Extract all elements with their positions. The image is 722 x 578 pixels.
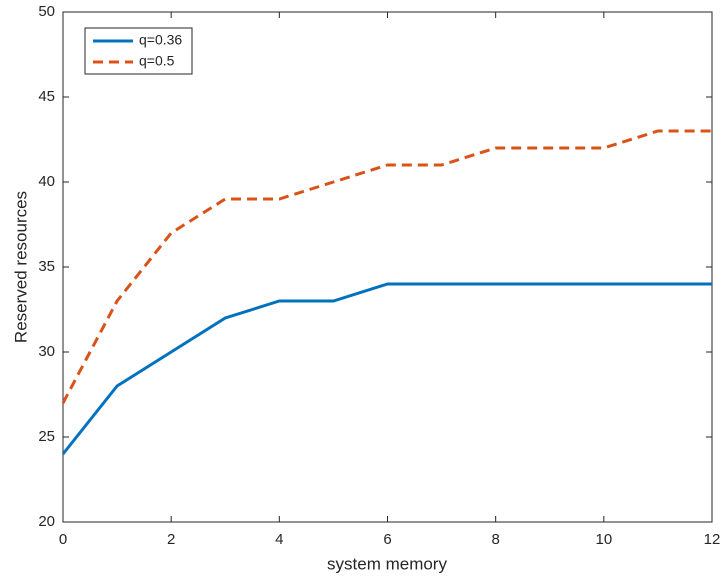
x-tick-label: 8 (491, 531, 499, 548)
y-tick-label: 45 (38, 88, 55, 105)
x-tick-label: 0 (59, 531, 67, 548)
x-tick-label: 6 (383, 531, 391, 548)
x-tick-label: 2 (167, 531, 175, 548)
y-tick-label: 35 (38, 258, 55, 275)
y-tick-label: 50 (38, 3, 55, 20)
x-tick-label: 4 (275, 531, 283, 548)
plot-area (62, 11, 713, 523)
legend-label: q=0.36 (139, 32, 182, 48)
legend-box (84, 27, 193, 75)
y-axis-label: Reserved resources (11, 191, 30, 343)
x-tick-label: 10 (595, 531, 612, 548)
y-tick-label: 30 (38, 343, 55, 360)
legend-label: q=0.5 (139, 53, 175, 69)
y-tick-label: 40 (38, 173, 55, 190)
series-line (61, 282, 712, 455)
series-line (61, 129, 712, 404)
x-tick-label: 12 (704, 531, 721, 548)
y-tick-label: 20 (38, 513, 55, 530)
x-axis-label: system memory (327, 554, 447, 573)
y-tick-label: 25 (38, 428, 55, 445)
